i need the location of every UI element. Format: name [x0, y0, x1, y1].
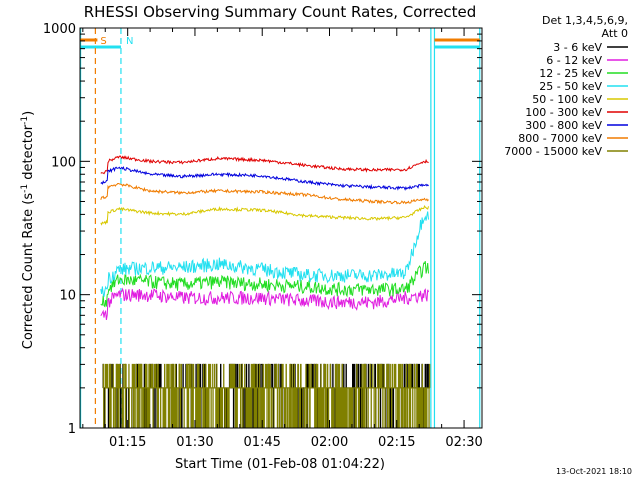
- axis-ticks: 01:15 01:30 01:45 02:00 02:15 02:30 1 10 100 1000: [43, 22, 483, 450]
- series-line-12-25kev: [100, 260, 429, 308]
- series-line-100-300kev: [100, 155, 429, 175]
- legend-header-line2: Att 0: [602, 27, 628, 40]
- series-line-800-7000kev: [100, 183, 429, 205]
- legend-header-line1: Det 1,3,4,5,6,9,: [542, 14, 628, 27]
- y-tick-label: 1: [68, 422, 76, 437]
- legend-entry-label: 300 - 800 keV: [525, 119, 602, 132]
- x-tick-label: 02:30: [445, 435, 482, 450]
- x-tick-label: 01:15: [109, 435, 146, 450]
- footer-date: 13-Oct-2021 18:10: [556, 467, 632, 476]
- plot-frame: [79, 27, 483, 429]
- x-tick-label: 02:15: [378, 435, 415, 450]
- series-line-7000-15000-kev: [102, 363, 431, 429]
- y-axis-label-sup2: -1: [20, 116, 30, 125]
- y-tick-label: 100: [51, 155, 76, 170]
- y-axis-label: Corrected Count Rate (s-1 detector-1): [20, 111, 36, 349]
- x-tick-label: 02:00: [311, 435, 348, 450]
- legend-entry-label: 7000 - 15000 keV: [504, 145, 602, 158]
- series-line-50-100kev: [100, 205, 429, 226]
- x-tick-label: 01:30: [176, 435, 213, 450]
- y-tick-label: 10: [59, 289, 76, 304]
- y-axis-label-sup1: -1: [20, 184, 30, 193]
- legend-entry-label: 25 - 50 keV: [539, 80, 602, 93]
- legend-entry-label: 800 - 7000 keV: [518, 132, 602, 145]
- series-line-25-50kev: [100, 211, 429, 297]
- marker-label-n: N: [126, 36, 133, 47]
- marker-label-s: S: [100, 36, 106, 47]
- y-axis-label-main: Corrected Count Rate (s: [21, 193, 36, 350]
- legend-entry-label: 100 - 300 keV: [525, 106, 602, 119]
- legend-entry-label: 50 - 100 keV: [532, 93, 602, 106]
- legend-entry-label: 6 - 12 keV: [546, 54, 602, 67]
- y-axis-label-mid: detector: [21, 124, 36, 184]
- y-axis-label-end: ): [21, 111, 36, 116]
- legend-entry-label: 12 - 25 keV: [539, 67, 602, 80]
- x-axis-label: Start Time (01-Feb-08 01:04:22): [175, 457, 385, 472]
- series-line-6-12kev: [100, 287, 429, 320]
- chart-title: RHESSI Observing Summary Count Rates, Co…: [84, 3, 477, 21]
- y-tick-label: 1000: [43, 22, 76, 37]
- x-tick-label: 01:45: [243, 435, 280, 450]
- series-line-300-800kev: [100, 165, 429, 191]
- legend-entry-label: 3 - 6 keV: [553, 41, 602, 54]
